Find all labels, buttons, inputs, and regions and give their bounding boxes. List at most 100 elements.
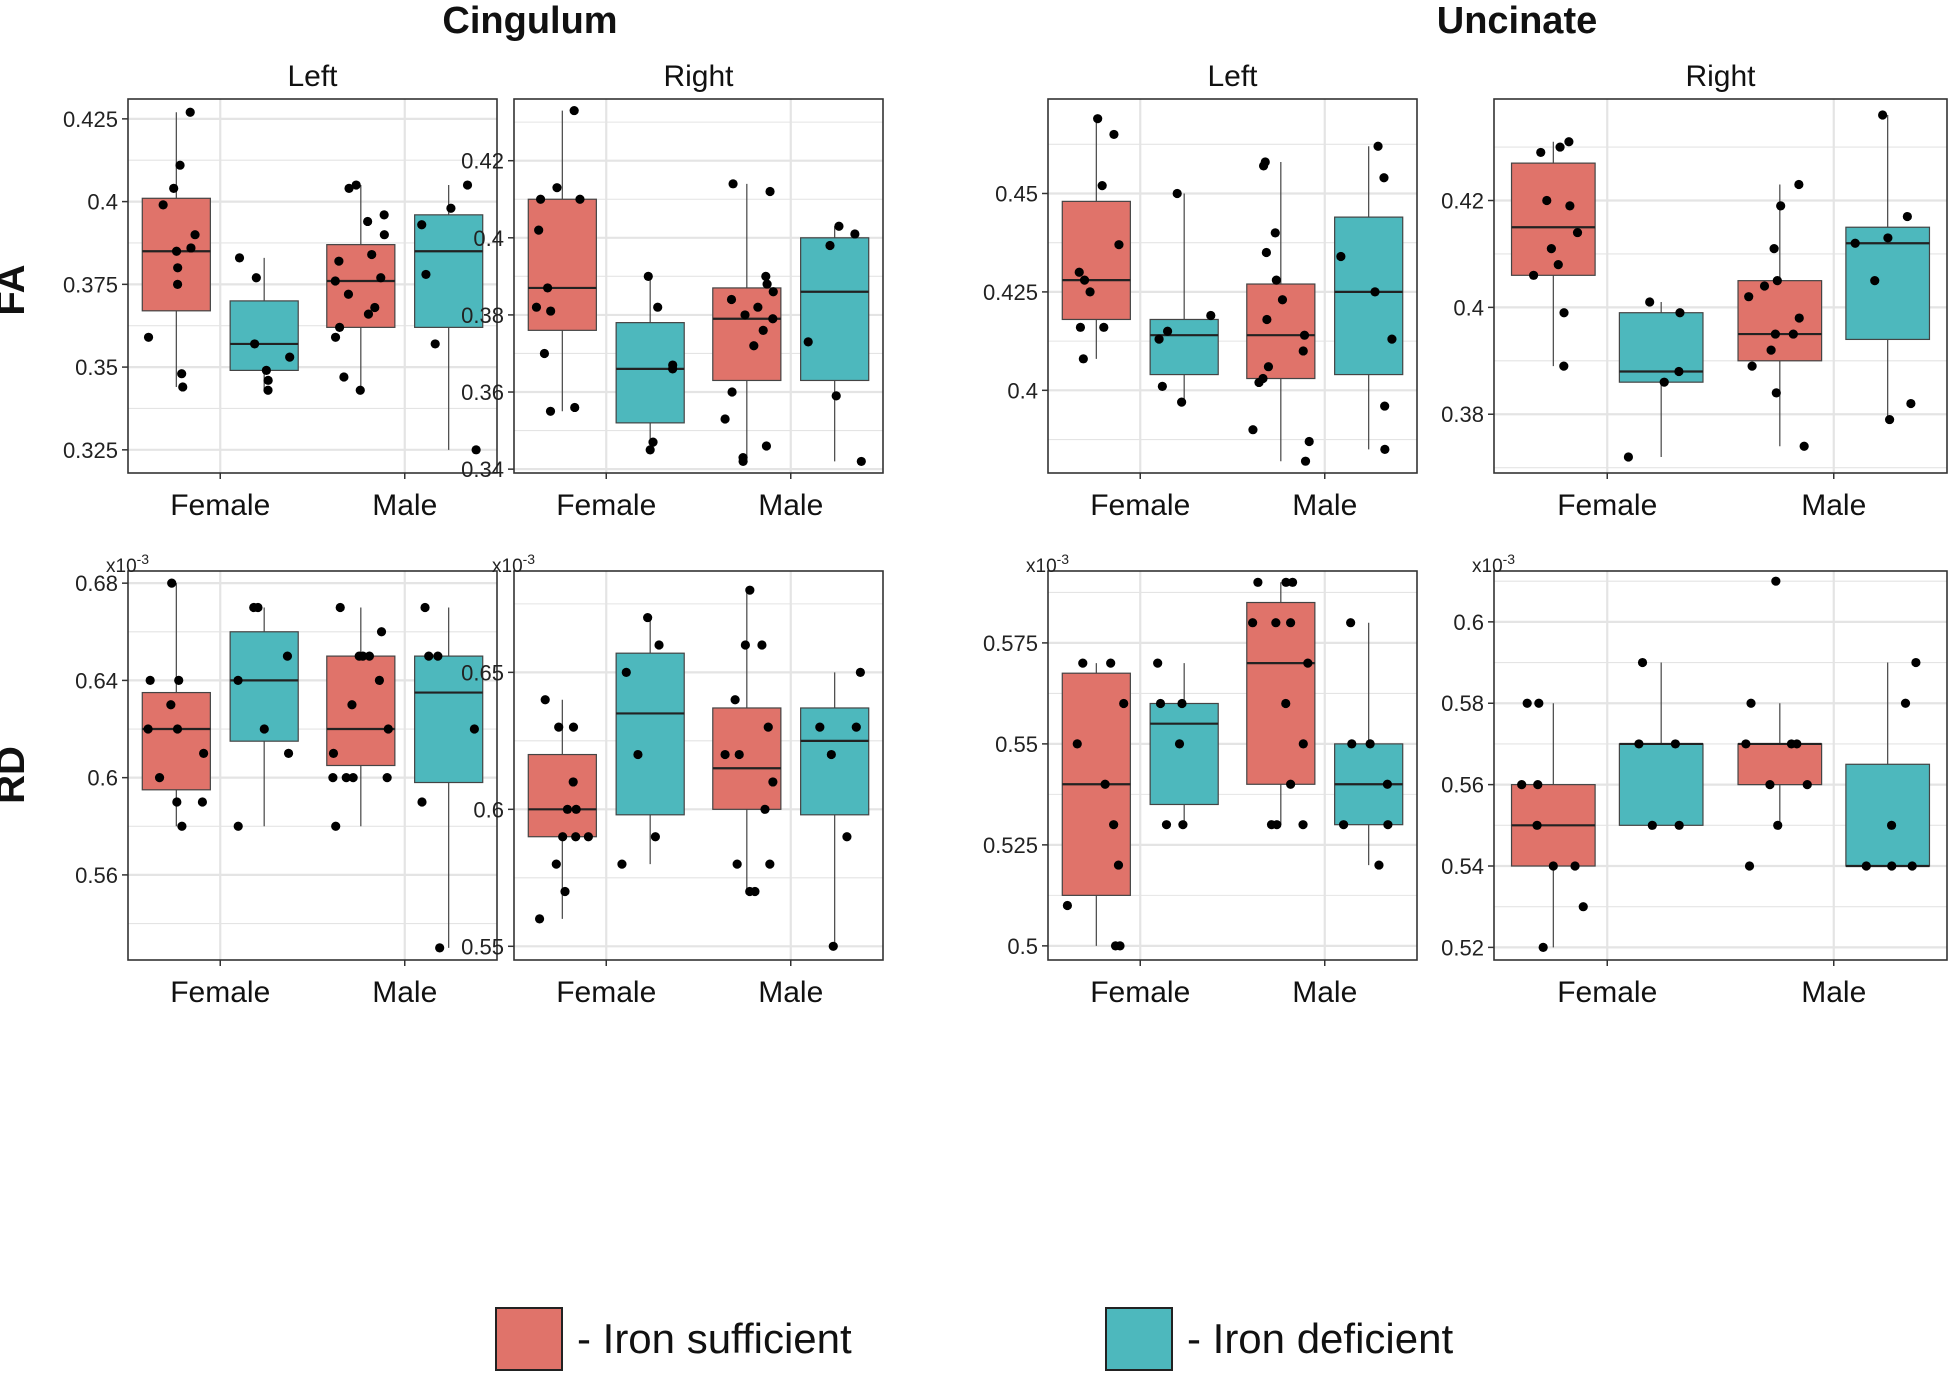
data-point-male-iron-deficient [1886, 820, 1897, 830]
y-tick-label: 0.68 [75, 571, 118, 596]
y-tick-label: 0.4 [1453, 295, 1484, 320]
data-point-female-iron-deficient [1154, 334, 1164, 344]
data-point-male-iron-deficient [1370, 287, 1380, 297]
data-point-male-iron-sufficient [738, 456, 748, 467]
box-male-iron-sufficient [1737, 743, 1823, 786]
data-point-male-iron-sufficient [1303, 658, 1313, 668]
exponent-base: x10 [492, 556, 523, 577]
panel-frame [127, 98, 498, 474]
data-point-male-iron-sufficient [1744, 861, 1755, 871]
row-label-fa: FA [0, 264, 33, 315]
data-point-female-iron-sufficient [172, 797, 182, 807]
data-point-male-iron-sufficient [1298, 739, 1308, 749]
panel-frame [127, 570, 498, 961]
data-point-male-iron-sufficient [1270, 228, 1280, 238]
data-point-female-iron-sufficient [1517, 780, 1527, 790]
data-point-male-iron-sufficient [1776, 201, 1786, 211]
data-point-female-iron-sufficient [571, 804, 581, 814]
data-point-male-iron-sufficient [330, 276, 340, 286]
exponent-power: -3 [1057, 551, 1070, 567]
data-point-male-iron-sufficient [355, 385, 365, 395]
chart-panels: 0.325 0.35 0.375 0.4 0.425 Female Male Left 0.34… [63, 60, 1948, 1009]
y-axis-exponent: x10-3 [492, 551, 535, 577]
data-point-male-iron-sufficient [768, 287, 778, 297]
panel-frame [513, 98, 884, 474]
box-female-iron-deficient [615, 652, 685, 816]
panel-cingulum-left-fa: 0.325 0.35 0.375 0.4 0.425 Female Male Left [63, 60, 498, 522]
data-point-female-iron-deficient [282, 651, 293, 661]
data-point-female-iron-sufficient [186, 243, 196, 253]
data-point-female-iron-sufficient [1555, 142, 1565, 152]
data-point-female-iron-deficient [645, 445, 655, 455]
data-point-female-iron-deficient [233, 675, 243, 686]
data-point-male-iron-deficient [1336, 251, 1346, 262]
box-female-iron-sufficient [1510, 162, 1596, 276]
data-point-female-iron-sufficient [1075, 322, 1086, 332]
data-point-male-iron-sufficient [1248, 425, 1258, 435]
data-point-female-iron-sufficient [531, 302, 542, 312]
data-point-male-iron-sufficient [1747, 361, 1757, 371]
data-point-female-iron-sufficient [543, 283, 553, 293]
data-point-female-iron-sufficient [154, 773, 165, 783]
data-point-male-iron-deficient [815, 722, 825, 732]
data-point-female-iron-sufficient [571, 832, 581, 842]
legend-item-iron-sufficient: - Iron sufficient [495, 1305, 852, 1373]
data-point-male-iron-sufficient [762, 279, 772, 289]
data-point-male-iron-sufficient [734, 749, 744, 760]
data-point-female-iron-sufficient [575, 194, 585, 204]
data-point-male-iron-deficient [424, 651, 434, 661]
data-point-female-iron-deficient [1177, 698, 1187, 709]
data-point-male-iron-sufficient [1261, 247, 1271, 258]
data-point-female-iron-deficient [1162, 326, 1173, 336]
y-axis-exponent: x10-3 [106, 551, 149, 577]
data-point-female-iron-deficient [1178, 820, 1188, 830]
y-tick-label: 0.54 [1441, 854, 1484, 879]
data-point-male-iron-sufficient [1281, 698, 1291, 709]
data-point-male-iron-deficient [1382, 779, 1393, 789]
data-point-male-iron-sufficient [335, 602, 345, 613]
x-tick-label-male: Male [758, 489, 823, 522]
data-point-male-iron-sufficient [1769, 244, 1779, 254]
y-tick-label: 0.55 [461, 934, 504, 959]
data-point-male-iron-sufficient [758, 325, 768, 335]
data-point-female-iron-deficient [1157, 381, 1167, 391]
box-male-iron-sufficient [712, 707, 782, 810]
exponent-power: -3 [1503, 551, 1516, 567]
data-point-female-iron-sufficient [174, 675, 184, 686]
data-point-male-iron-sufficient [343, 289, 354, 299]
box-female-iron-deficient [1618, 743, 1704, 826]
data-point-female-iron-deficient [617, 859, 627, 869]
data-point-female-iron-deficient [259, 724, 269, 734]
panel-uncinate-left-rd: 0.5 0.525 0.55 0.575 Female Male x10-3 [983, 551, 1418, 1009]
x-tick-label-male: Male [372, 489, 437, 522]
data-point-male-iron-sufficient [1300, 456, 1311, 466]
data-point-female-iron-sufficient [145, 675, 155, 686]
data-point-female-iron-sufficient [534, 914, 545, 924]
box-male-iron-sufficient [712, 287, 782, 382]
data-point-female-iron-deficient [1153, 658, 1163, 668]
data-point-male-iron-sufficient [728, 179, 738, 189]
data-point-male-iron-sufficient [1788, 329, 1798, 339]
data-point-male-iron-deficient [1383, 820, 1393, 830]
data-point-female-iron-sufficient [1078, 658, 1088, 668]
y-tick-label: 0.56 [75, 863, 118, 888]
data-point-male-iron-deficient [421, 269, 431, 280]
panel-cingulum-left-rd: 0.56 0.6 0.64 0.68 Female Male x10-3 [75, 551, 498, 1009]
data-point-female-iron-sufficient [158, 200, 168, 210]
box-female-iron-deficient [1149, 318, 1219, 376]
data-point-male-iron-sufficient [768, 777, 778, 787]
y-tick-label: 0.34 [461, 457, 504, 482]
data-point-female-iron-deficient [650, 832, 660, 842]
data-point-male-iron-sufficient [1794, 313, 1804, 323]
y-tick-label: 0.55 [995, 732, 1038, 757]
data-point-male-iron-deficient [1906, 398, 1916, 409]
data-point-female-iron-sufficient [190, 230, 200, 240]
data-point-male-iron-deficient [420, 602, 430, 613]
data-point-male-iron-sufficient [1786, 739, 1797, 749]
data-point-female-iron-deficient [263, 375, 273, 385]
box-female-iron-deficient [229, 631, 299, 742]
data-point-male-iron-sufficient [1254, 377, 1264, 388]
y-tick-label: 0.65 [461, 660, 504, 685]
data-point-male-iron-deficient [1374, 860, 1384, 870]
data-point-male-iron-sufficient [348, 773, 358, 783]
